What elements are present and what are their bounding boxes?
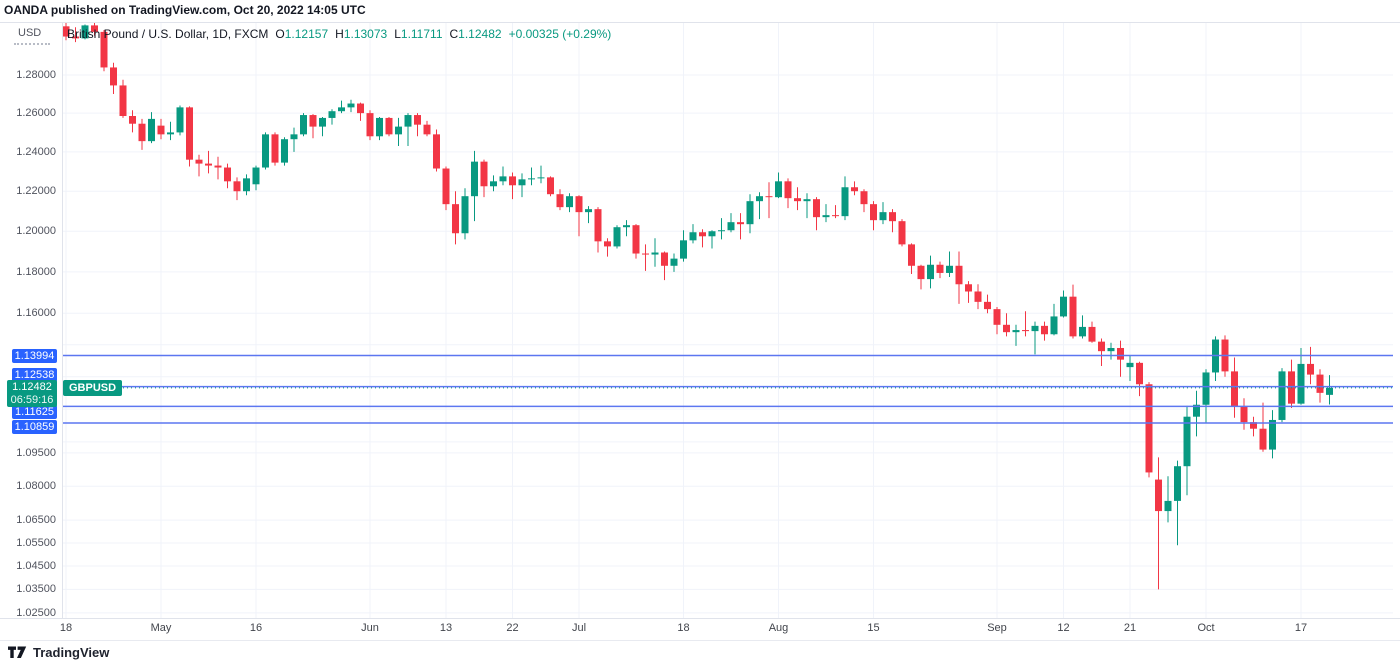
level-price-label: 1.10859 bbox=[12, 420, 57, 434]
time-tick-label: May bbox=[150, 622, 172, 634]
price-tick-label: 1.18000 bbox=[16, 265, 56, 278]
level-price-label: 1.13994 bbox=[12, 349, 57, 363]
price-tick-label: 1.05500 bbox=[16, 536, 56, 549]
time-tick-label: Jul bbox=[571, 622, 587, 634]
price-tick-label: 1.16000 bbox=[16, 307, 56, 320]
price-tick-label: 1.20000 bbox=[16, 225, 56, 238]
symbol-title: British Pound / U.S. Dollar, 1D, FXCM bbox=[67, 27, 269, 41]
time-tick-label: 15 bbox=[867, 622, 880, 634]
price-tick-label: 1.02500 bbox=[16, 606, 56, 619]
tradingview-logo-icon bbox=[8, 646, 27, 658]
chart-top-border bbox=[0, 22, 1400, 23]
time-tick-label: 16 bbox=[249, 622, 263, 634]
symbol-price-tag: GBPUSD bbox=[63, 380, 123, 396]
current-price-value: 1.12482 bbox=[12, 381, 52, 393]
time-tick-label: 22 bbox=[506, 622, 519, 634]
price-tick-label: 1.03500 bbox=[16, 583, 56, 596]
time-tick-label: 13 bbox=[439, 622, 453, 634]
level-price-label: 1.12538 bbox=[12, 368, 57, 382]
price-tick-label: 1.06500 bbox=[16, 514, 56, 527]
price-tick-label: 1.26000 bbox=[16, 107, 56, 120]
time-tick-label: 18 bbox=[59, 622, 73, 634]
chart-legend: British Pound / U.S. Dollar, 1D, FXCM O1… bbox=[67, 27, 611, 41]
price-change: +0.00325 (+0.29%) bbox=[508, 27, 612, 41]
published-header: OANDA published on TradingView.com, Oct … bbox=[4, 3, 366, 17]
price-scale-currency-label[interactable]: USD bbox=[18, 27, 42, 39]
horizontal-level-lines[interactable] bbox=[63, 354, 1393, 424]
time-tick-label: 12 bbox=[1057, 622, 1070, 634]
current-price-label: 1.12482 06:59:16 bbox=[7, 380, 57, 407]
level-price-label: 1.11625 bbox=[12, 405, 57, 419]
time-tick-label: 21 bbox=[1123, 622, 1137, 634]
time-tick-label: Jun bbox=[361, 622, 379, 634]
price-axis-border bbox=[62, 22, 63, 618]
price-tick-label: 1.08000 bbox=[16, 480, 56, 493]
gridlines bbox=[63, 23, 1393, 618]
brand-name: TradingView bbox=[33, 645, 110, 660]
time-tick-label: 18 bbox=[677, 622, 690, 634]
time-tick-label: 17 bbox=[1294, 622, 1308, 634]
ohlc-open: O1.12157 bbox=[275, 27, 329, 41]
footer-border bbox=[0, 640, 1400, 641]
ohlc-close: C1.12482 bbox=[449, 27, 502, 41]
time-tick-label: Sep bbox=[987, 622, 1007, 634]
footer-brand[interactable]: TradingView bbox=[8, 645, 109, 660]
candles-layer[interactable] bbox=[63, 21, 1334, 590]
ohlc-low: L1.11711 bbox=[394, 27, 443, 41]
price-tick-label: 1.28000 bbox=[16, 69, 56, 81]
price-tick-label: 1.09500 bbox=[16, 446, 56, 459]
price-tick-label: 1.24000 bbox=[16, 145, 56, 158]
price-scale-currency-underline bbox=[14, 41, 50, 45]
price-tick-label: 1.22000 bbox=[16, 185, 56, 198]
time-tick-label: Aug bbox=[768, 622, 789, 634]
ohlc-high: H1.13073 bbox=[335, 27, 388, 41]
price-tick-label: 1.04500 bbox=[16, 560, 56, 573]
bar-countdown: 06:59:16 bbox=[10, 394, 54, 406]
time-tick-label: Oct bbox=[1197, 622, 1215, 634]
time-axis-border bbox=[0, 618, 1400, 619]
